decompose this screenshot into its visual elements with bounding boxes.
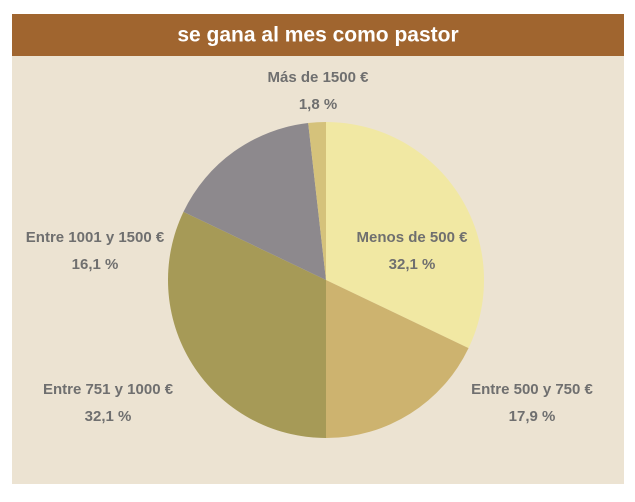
chart-title: se gana al mes como pastor xyxy=(177,24,458,47)
pie-slice xyxy=(167,211,326,438)
pie-slice xyxy=(326,280,469,438)
pie-slice xyxy=(183,123,326,280)
slice-label: Entre 1001 y 1500 € xyxy=(26,229,165,246)
slice-value-label: 17,9 % xyxy=(509,408,556,425)
slice-value-label: 16,1 % xyxy=(72,256,119,273)
slice-value-label: 32,1 % xyxy=(389,256,436,273)
pie-slice xyxy=(326,122,484,349)
slice-value-label: 1,8 % xyxy=(299,96,337,113)
slice-label: Entre 500 y 750 € xyxy=(471,381,593,398)
pie-slice xyxy=(308,122,326,280)
slice-label: Más de 1500 € xyxy=(268,69,370,86)
header-bar xyxy=(12,14,624,56)
slice-label: Menos de 500 € xyxy=(357,229,469,246)
slice-label: Entre 751 y 1000 € xyxy=(43,381,174,398)
slice-value-label: 32,1 % xyxy=(85,408,132,425)
